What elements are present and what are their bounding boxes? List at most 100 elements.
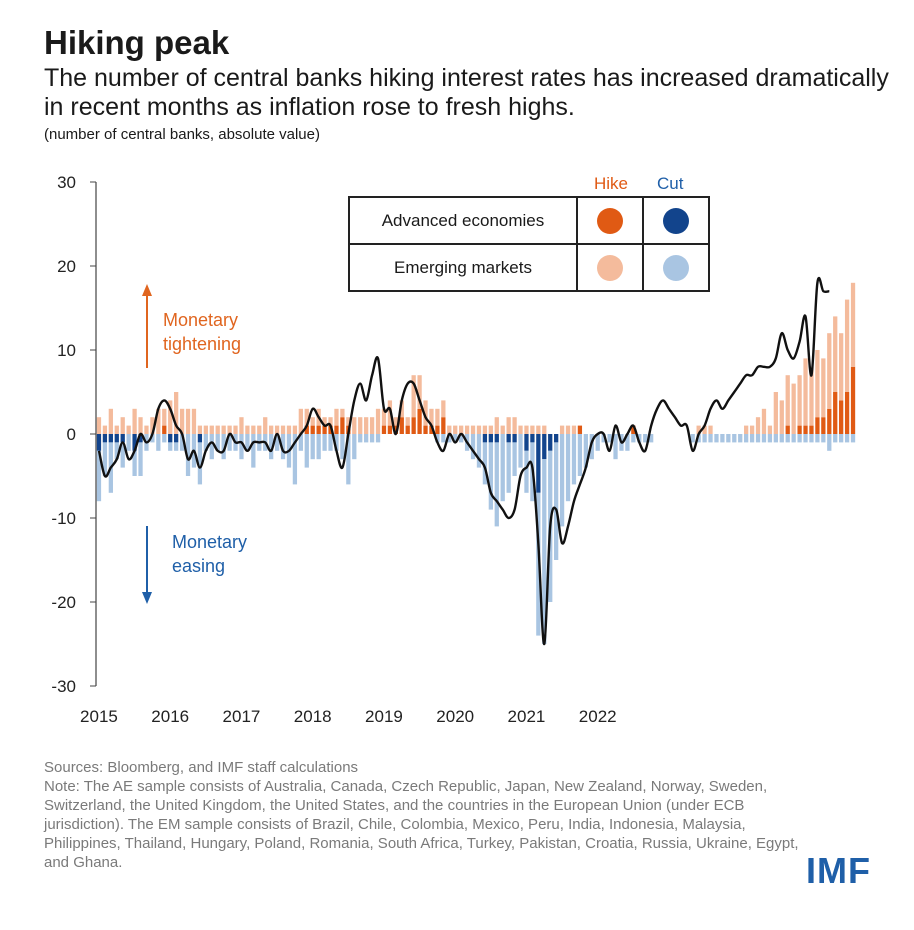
unit-note: (number of central banks, absolute value… <box>44 126 320 143</box>
bar-em-cut <box>559 434 565 527</box>
bar-em-cut <box>583 434 588 468</box>
bar-em-hike <box>405 417 410 426</box>
bar-em-cut <box>245 434 250 451</box>
bar-em-hike <box>441 400 446 418</box>
legend-em-cut-swatch <box>663 254 689 281</box>
bar-em-hike <box>797 375 802 426</box>
bar-em-cut <box>334 434 339 451</box>
bar-ae-hike <box>304 425 309 434</box>
bar-ae-hike <box>827 408 832 434</box>
bar-em-cut <box>785 434 790 443</box>
bar-ae-hike <box>322 425 327 434</box>
bar-ae-cut <box>174 434 179 443</box>
legend-label-emerging: Emerging markets <box>348 243 578 292</box>
bar-em-hike <box>524 425 529 434</box>
bar-em-hike <box>500 425 505 434</box>
bar-em-cut <box>601 434 606 443</box>
bar-ae-cut <box>114 434 119 443</box>
bar-em-cut <box>554 442 559 560</box>
bar-em-cut <box>358 434 363 443</box>
legend-em-hike-swatch <box>597 254 623 281</box>
bar-em-hike <box>245 425 250 434</box>
bar-em-hike <box>263 417 268 434</box>
footnotes: Sources: Bloomberg, and IMF staff calcul… <box>44 758 824 872</box>
note-text: Note: The AE sample consists of Australi… <box>44 778 799 871</box>
bar-em-cut <box>767 434 773 443</box>
bar-em-hike <box>269 425 274 434</box>
bar-ae-hike <box>423 425 428 434</box>
bar-em-hike <box>482 425 488 434</box>
bar-em-cut <box>690 434 695 443</box>
bar-ae-hike <box>631 425 636 434</box>
bar-em-hike <box>102 425 108 434</box>
bar-em-cut <box>328 434 333 451</box>
bar-em-cut <box>577 434 583 476</box>
bar-em-cut <box>304 434 309 468</box>
legend-ae-hike-swatch <box>597 207 623 234</box>
bar-em-cut <box>459 434 464 443</box>
bar-em-hike <box>239 417 244 434</box>
bar-em-hike <box>559 425 565 434</box>
bar-em-cut <box>239 434 244 460</box>
bar-em-cut <box>227 434 232 451</box>
bar-em-cut <box>844 434 850 443</box>
bar-ae-hike <box>162 425 167 434</box>
bar-em-cut <box>447 434 452 443</box>
bar-em-cut <box>209 434 214 460</box>
bar-em-cut <box>595 434 600 451</box>
bar-em-cut <box>298 434 303 451</box>
bar-em-hike <box>358 417 363 434</box>
y-tick-label: -20 <box>51 593 76 612</box>
bar-em-cut <box>821 434 826 443</box>
bar-em-hike <box>286 425 292 434</box>
bar-em-hike <box>821 358 826 418</box>
bar-em-cut <box>732 434 737 443</box>
bar-em-cut <box>708 434 713 443</box>
bar-em-hike <box>785 375 790 426</box>
bar-em-cut <box>156 434 161 451</box>
bar-ae-cut <box>132 434 137 451</box>
bar-em-cut <box>126 434 131 451</box>
bar-em-cut <box>726 434 731 443</box>
bar-em-hike <box>417 375 422 409</box>
bar-em-hike <box>375 408 381 434</box>
bar-em-hike <box>215 425 220 434</box>
legend-hike-header: Hike <box>594 174 629 193</box>
bar-ae-hike <box>316 425 321 434</box>
bar-ae-cut <box>548 434 553 451</box>
bar-em-hike <box>280 425 286 434</box>
bar-em-hike <box>411 375 416 418</box>
bar-em-cut <box>631 434 636 443</box>
bar-em-hike <box>429 408 434 426</box>
bar-em-cut <box>96 450 102 502</box>
bar-em-hike <box>779 400 784 434</box>
bar-em-cut <box>120 442 125 468</box>
bar-em-cut <box>441 434 446 443</box>
bar-em-cut <box>482 442 488 485</box>
bar-em-hike <box>322 417 327 426</box>
legend: Advanced economies Emerging markets <box>348 196 710 292</box>
bar-ae-cut <box>524 434 529 451</box>
bar-em-hike <box>162 408 167 426</box>
x-tick-label: 2017 <box>223 707 261 726</box>
bar-em-cut <box>168 442 173 451</box>
bar-em-hike <box>96 417 102 434</box>
bar-em-cut <box>744 434 749 443</box>
bar-em-hike <box>168 400 173 434</box>
bar-em-cut <box>506 442 511 493</box>
bar-em-hike <box>179 408 185 434</box>
bar-em-hike <box>150 417 155 434</box>
bar-em-cut <box>150 434 155 443</box>
bar-ae-hike <box>833 392 838 434</box>
bar-em-hike <box>233 425 238 434</box>
easing-label: easing <box>172 556 225 576</box>
bar-em-hike <box>435 408 440 426</box>
bar-ae-hike <box>839 400 844 434</box>
bar-em-cut <box>749 434 755 443</box>
bar-em-hike <box>114 425 119 434</box>
bar-em-cut <box>310 434 315 460</box>
bar-ae-hike <box>435 425 440 434</box>
bar-ae-cut <box>542 434 547 460</box>
legend-cut-header: Cut <box>657 174 684 193</box>
x-tick-label: 2016 <box>151 707 189 726</box>
